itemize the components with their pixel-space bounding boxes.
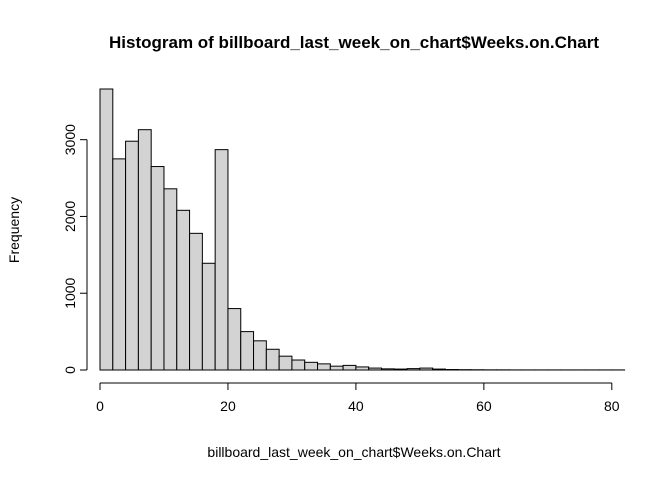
histogram-bar [406,368,421,371]
histogram-bar [278,355,293,371]
y-axis-label: Frequency [6,197,22,263]
histogram-bar [253,340,267,371]
histogram-bar [329,365,344,371]
x-tick-label: 20 [220,398,236,414]
histogram-bar [189,232,203,371]
y-tick-label: 2000 [62,201,78,232]
histogram-bar [393,368,408,371]
histogram-bar [419,367,434,371]
histogram-bar [201,262,216,371]
histogram-bar [176,209,191,371]
y-tick-label: 1000 [62,277,78,308]
histogram-bar [368,367,383,371]
histogram-bar [265,348,280,371]
x-tick-label: 80 [604,398,620,414]
histogram-bar [317,363,331,371]
x-axis: 0 20 40 60 80 [96,382,620,414]
x-axis-label: billboard_last_week_on_chart$Weeks.on.Ch… [207,444,500,460]
x-tick-label: 60 [476,398,492,414]
y-tick-label: 3000 [62,124,78,155]
histogram-bar [150,166,165,371]
x-tick-label: 0 [96,398,104,414]
chart-title: Histogram of billboard_last_week_on_char… [109,33,599,52]
y-axis: 0 1000 2000 3000 [62,124,88,374]
histogram-bars [99,88,626,371]
x-tick-label: 40 [348,398,364,414]
histogram-bar [137,129,152,371]
histogram-bar [380,368,395,371]
histogram-bar [342,364,357,371]
histogram-bar [291,359,306,371]
histogram-bar [214,149,229,371]
histogram-bar [163,188,178,371]
histogram-bar [432,368,446,371]
histogram-bar [355,366,370,371]
histogram-bar [227,308,242,371]
histogram-bar [304,361,319,371]
histogram-bar [112,158,127,371]
histogram-bar [240,331,255,371]
histogram-bar [99,88,114,371]
y-tick-label: 0 [62,366,78,374]
histogram-bar [125,140,139,371]
